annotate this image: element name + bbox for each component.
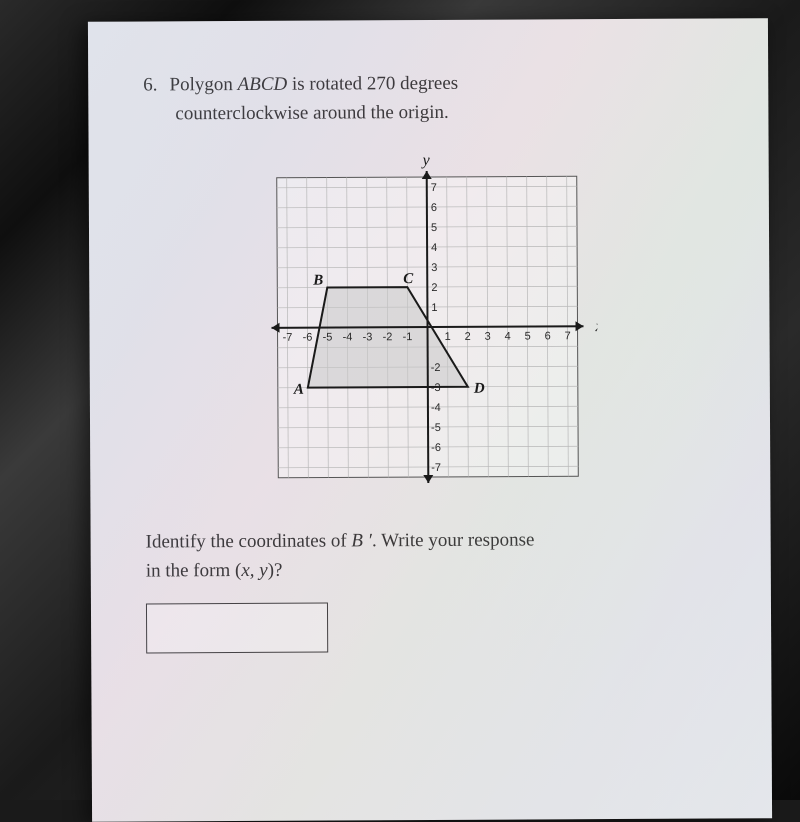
svg-text:-4: -4 xyxy=(430,402,440,414)
svg-text:B: B xyxy=(312,273,323,289)
svg-text:5: 5 xyxy=(430,222,436,234)
svg-text:D: D xyxy=(472,381,484,397)
svg-text:2: 2 xyxy=(464,331,470,343)
svg-text:-6: -6 xyxy=(431,442,441,454)
q-polygon-name: ABCD xyxy=(238,74,288,95)
svg-text:-2: -2 xyxy=(430,362,440,374)
svg-text:-7: -7 xyxy=(282,332,292,344)
svg-text:-2: -2 xyxy=(382,331,392,343)
q-line1-suffix: is rotated 270 degrees xyxy=(287,73,458,95)
svg-text:-3: -3 xyxy=(430,382,440,394)
graph-svg: x y -7 -6 -5 -4 -3 -2 -1 1 2 3 4 5 6 7 1 2 3 4 5 6 7 -2 -3 -4 -5 -6… xyxy=(256,156,598,498)
svg-text:x: x xyxy=(594,318,598,335)
svg-text:-5: -5 xyxy=(322,332,332,344)
question-number: 6. xyxy=(143,71,157,100)
prompt-suffix1: . Write your response xyxy=(372,529,535,551)
svg-text:-1: -1 xyxy=(402,331,412,343)
svg-text:A: A xyxy=(292,382,303,398)
q-line2: counterclockwise around the origin. xyxy=(175,101,448,123)
worksheet-paper: 6.Polygon ABCD is rotated 270 degrees co… xyxy=(88,18,772,822)
svg-text:5: 5 xyxy=(524,330,530,342)
prompt-prefix: Identify the coordinates of xyxy=(146,530,352,552)
svg-text:6: 6 xyxy=(544,330,550,342)
svg-text:y: y xyxy=(420,156,430,169)
svg-text:6: 6 xyxy=(430,202,436,214)
svg-text:C: C xyxy=(403,271,414,287)
svg-text:-4: -4 xyxy=(342,331,352,343)
prompt-xy: x, y xyxy=(241,559,267,580)
prompt-bprime: B ′ xyxy=(351,530,372,551)
svg-text:-5: -5 xyxy=(431,422,441,434)
prompt-line2-prefix: in the form ( xyxy=(146,559,242,580)
svg-text:4: 4 xyxy=(504,331,510,343)
prompt-line2-suffix: )? xyxy=(268,559,283,580)
coordinate-graph: x y -7 -6 -5 -4 -3 -2 -1 1 2 3 4 5 6 7 1 2 3 4 5 6 7 -2 -3 -4 -5 -6… xyxy=(256,156,598,498)
svg-text:2: 2 xyxy=(431,282,437,294)
question-text: 6. Polygon ABCD is rotated 270 degrees co… xyxy=(143,69,708,129)
svg-text:3: 3 xyxy=(431,262,437,274)
answer-input-box[interactable] xyxy=(146,603,328,654)
svg-text:1: 1 xyxy=(444,331,450,343)
svg-text:-3: -3 xyxy=(362,331,372,343)
svg-text:3: 3 xyxy=(484,331,490,343)
q-line1-prefix: Polygon xyxy=(169,74,237,95)
svg-text:-6: -6 xyxy=(302,332,312,344)
svg-text:-7: -7 xyxy=(431,462,441,474)
svg-text:4: 4 xyxy=(431,242,437,254)
svg-text:7: 7 xyxy=(564,330,570,342)
svg-text:1: 1 xyxy=(431,302,437,314)
svg-text:7: 7 xyxy=(430,182,436,194)
answer-prompt: Identify the coordinates of B ′. Write y… xyxy=(146,526,711,586)
